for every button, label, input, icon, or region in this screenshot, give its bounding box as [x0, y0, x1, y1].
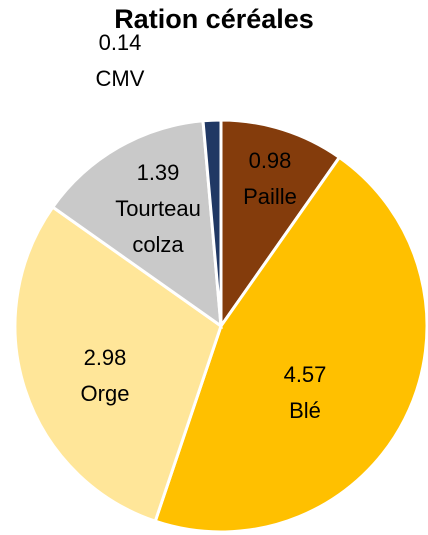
- pie-slice: [153, 155, 428, 534]
- chart-title: Ration céréales: [114, 4, 314, 34]
- category-label: Orge: [80, 381, 130, 406]
- value-label: 2.98: [83, 345, 127, 370]
- pie-slice: [50, 119, 223, 330]
- value-label: 0.14: [98, 30, 142, 55]
- pie-slice: [201, 118, 223, 327]
- slice-label: 4.57 Blé: [260, 357, 350, 429]
- value-label: 1.39: [136, 160, 180, 185]
- value-label: 0.98: [248, 148, 292, 173]
- slice-label: 2.98 Orge: [60, 340, 150, 412]
- pie-slice: [13, 205, 223, 524]
- category-label: Paille: [243, 184, 297, 209]
- slice-label: 0.14 CMV: [90, 25, 150, 97]
- slice-label: 0.98 Paille: [225, 143, 315, 215]
- value-label: 4.57: [283, 362, 327, 387]
- category-label: Blé: [289, 398, 321, 423]
- pie-slice: [219, 118, 342, 331]
- category-label: CMV: [95, 66, 145, 91]
- category-label: Tourteau colza: [115, 196, 201, 257]
- slice-label: 1.39 Tourteau colza: [108, 155, 208, 263]
